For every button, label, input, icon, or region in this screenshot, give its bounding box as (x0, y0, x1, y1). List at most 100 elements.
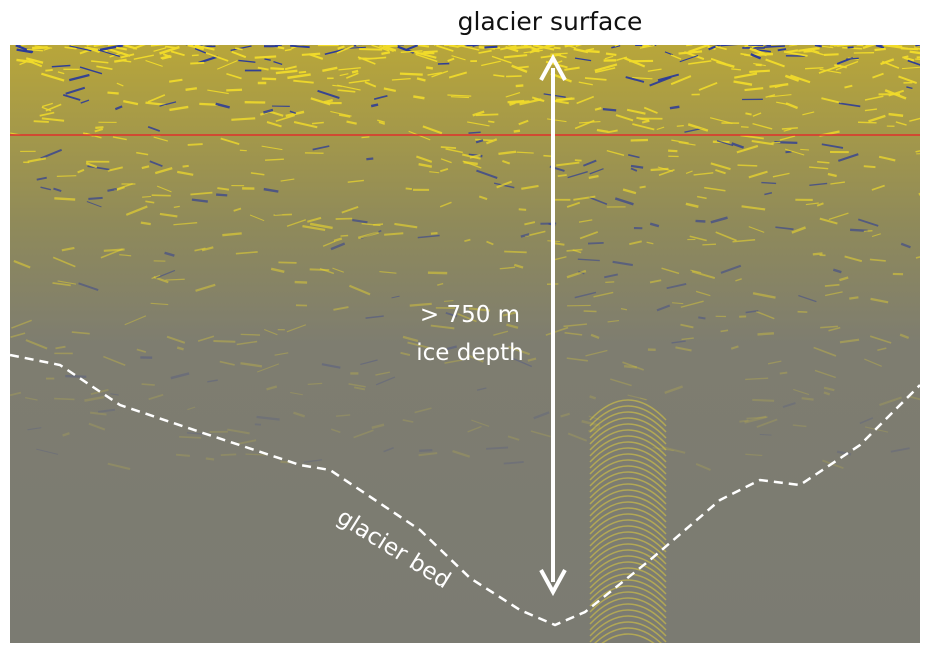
noise-streak (688, 60, 712, 65)
noise-streak (918, 192, 920, 196)
noise-streak (309, 268, 330, 272)
noise-streak (717, 45, 720, 46)
noise-streak (185, 45, 188, 46)
noise-streak (472, 45, 480, 47)
noise-streak (373, 94, 388, 101)
noise-streak (710, 57, 726, 65)
noise-streak (324, 48, 345, 56)
noise-streak (641, 45, 653, 48)
noise-streak (499, 266, 516, 270)
noise-streak (715, 45, 721, 47)
noise-streak (238, 59, 256, 63)
noise-streak (730, 345, 739, 350)
noise-streak (27, 427, 42, 431)
noise-streak (756, 418, 778, 428)
noise-streak (521, 45, 524, 46)
noise-streak (564, 45, 578, 48)
noise-streak (140, 221, 151, 226)
noise-streak (141, 165, 150, 170)
noise-streak (330, 242, 346, 251)
noise-streak (86, 45, 96, 47)
noise-streak (384, 232, 404, 236)
noise-streak (595, 67, 616, 74)
hyperbola-reflection (589, 447, 667, 469)
noise-streak (870, 297, 889, 304)
noise-streak (273, 61, 283, 65)
noise-streak (574, 291, 597, 299)
noise-streak (824, 291, 843, 297)
radar-background (10, 45, 920, 643)
noise-streak (746, 416, 768, 420)
noise-streak (236, 340, 258, 346)
noise-streak (821, 97, 842, 104)
noise-streak (427, 71, 442, 76)
noise-streak (84, 395, 105, 402)
noise-streak (179, 436, 202, 439)
noise-streak (87, 165, 110, 171)
noise-streak (584, 77, 607, 81)
noise-streak (375, 371, 391, 376)
noise-streak (430, 231, 438, 235)
noise-streak (57, 280, 77, 285)
noise-streak (261, 145, 283, 151)
noise-streak (448, 71, 468, 79)
noise-streak (611, 45, 621, 49)
noise-streak (836, 450, 852, 456)
hyperbola-reflection (589, 507, 667, 529)
noise-streak (448, 45, 459, 48)
noise-streak (849, 296, 859, 300)
noise-streak (263, 187, 279, 193)
noise-streak (86, 201, 102, 208)
noise-streak (418, 163, 433, 168)
noise-streak (622, 188, 637, 195)
noise-streak (199, 102, 218, 106)
noise-streak (518, 208, 527, 211)
noise-streak (837, 153, 859, 162)
noise-streak (347, 179, 364, 183)
noise-streak (531, 45, 555, 52)
noise-streak (671, 139, 689, 144)
noise-streak (53, 187, 62, 193)
noise-streak (737, 164, 758, 167)
noise-streak (646, 241, 654, 245)
noise-streak (11, 319, 32, 329)
noise-streak (485, 138, 498, 145)
noise-streak (217, 187, 230, 191)
noise-streak (41, 117, 65, 122)
noise-streak (150, 302, 169, 306)
noise-streak (290, 45, 310, 49)
noise-streak (27, 157, 47, 163)
noise-streak (85, 162, 98, 169)
hyperbola-reflection (589, 441, 667, 463)
noise-streak (80, 99, 90, 104)
noise-streak (545, 326, 569, 336)
noise-streak (739, 419, 749, 423)
radar-noise (10, 45, 920, 643)
noise-streak (419, 449, 433, 452)
hyperbola-reflection (589, 615, 667, 637)
noise-streak (91, 60, 109, 64)
noise-streak (749, 69, 770, 74)
noise-streak (274, 352, 289, 356)
noise-streak (69, 45, 92, 52)
noise-streak (675, 346, 692, 352)
noise-streak (381, 51, 391, 56)
noise-streak (16, 48, 33, 54)
noise-streak (414, 51, 437, 59)
noise-streak (658, 169, 675, 176)
noise-streak (261, 77, 277, 81)
noise-streak (321, 363, 341, 369)
noise-streak (748, 226, 765, 233)
noise-streak (264, 58, 271, 61)
noise-streak (162, 53, 172, 59)
noise-streak (507, 435, 520, 441)
hyperbola-reflection (589, 453, 667, 475)
noise-streak (802, 111, 815, 116)
noise-streak (680, 323, 694, 329)
noise-streak (429, 171, 440, 174)
noise-streak (574, 57, 592, 62)
noise-streak (630, 164, 644, 169)
noise-streak (459, 45, 480, 51)
noise-streak (877, 347, 887, 351)
noise-streak (545, 45, 556, 48)
